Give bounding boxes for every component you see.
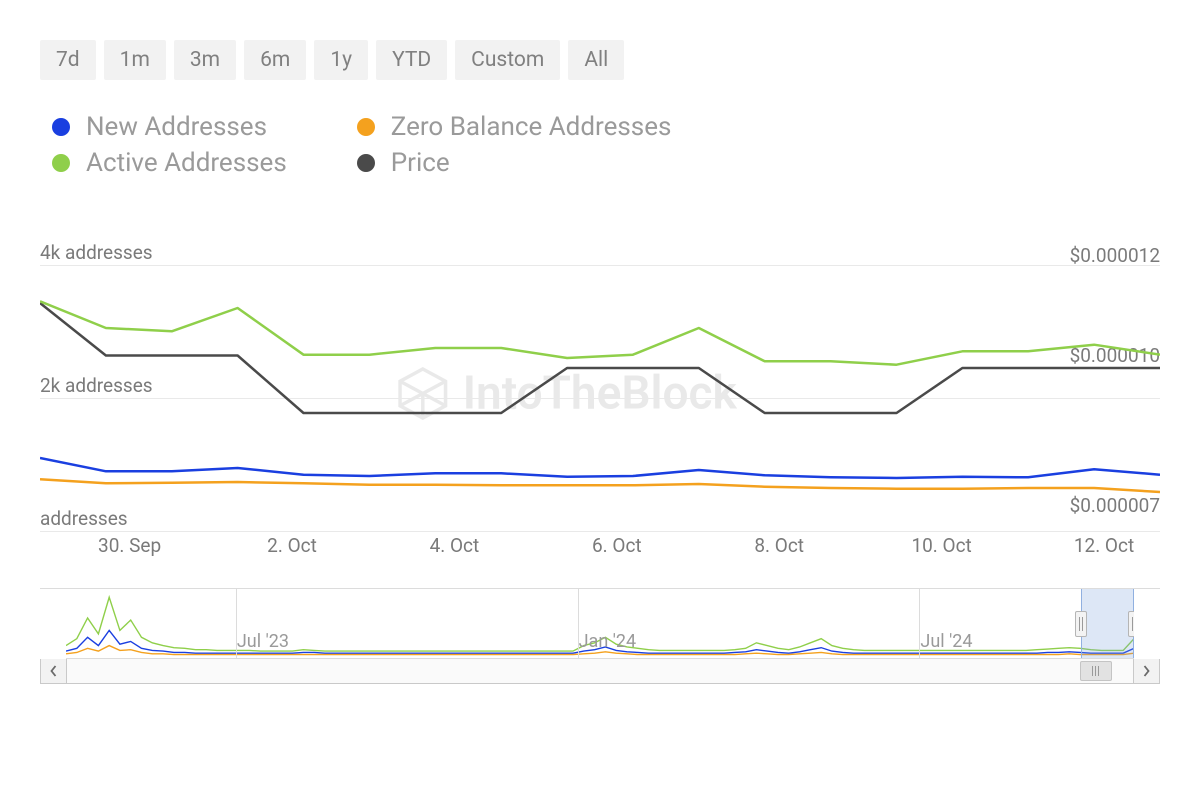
navigator-handle-right[interactable] [1128,611,1134,637]
range-all[interactable]: All [568,40,624,80]
chart-navigator: Jul '23Jan '24Jul '24 [40,588,1160,684]
chart-lines [40,238,1160,558]
legend-dot-icon [52,118,70,136]
legend-label: Zero Balance Addresses [391,112,672,142]
scroll-thumb[interactable] [1080,661,1112,681]
chevron-right-icon [1142,665,1151,677]
range-ytd[interactable]: YTD [376,40,447,80]
range-1y[interactable]: 1y [314,40,368,80]
chart-legend: New Addresses Zero Balance Addresses Activ… [52,112,671,178]
legend-label: Active Addresses [86,148,287,178]
legend-label: Price [391,148,450,178]
legend-item[interactable]: Price [357,148,672,178]
legend-label: New Addresses [86,112,267,142]
time-range-selector: 7d1m3m6m1yYTDCustomAll [40,40,1160,80]
legend-dot-icon [357,154,375,172]
navigator-scrollbar [40,659,1160,684]
legend-item[interactable]: New Addresses [52,112,287,142]
scroll-track[interactable] [67,659,1133,683]
legend-item[interactable]: Active Addresses [52,148,287,178]
chevron-left-icon [49,665,58,677]
main-chart: IntoTheBlock 4k addresses2k addressesadd… [40,238,1160,558]
legend-dot-icon [52,154,70,172]
range-1m[interactable]: 1m [104,40,166,80]
range-custom[interactable]: Custom [455,40,560,80]
scroll-left-button[interactable] [41,659,67,683]
range-7d[interactable]: 7d [40,40,96,80]
legend-dot-icon [357,118,375,136]
navigator-plot[interactable]: Jul '23Jan '24Jul '24 [66,589,1134,659]
navigator-handle-left[interactable] [1075,611,1087,637]
range-3m[interactable]: 3m [174,40,236,80]
scroll-right-button[interactable] [1133,659,1159,683]
legend-item[interactable]: Zero Balance Addresses [357,112,672,142]
range-6m[interactable]: 6m [244,40,306,80]
navigator-selection[interactable] [1081,589,1134,658]
